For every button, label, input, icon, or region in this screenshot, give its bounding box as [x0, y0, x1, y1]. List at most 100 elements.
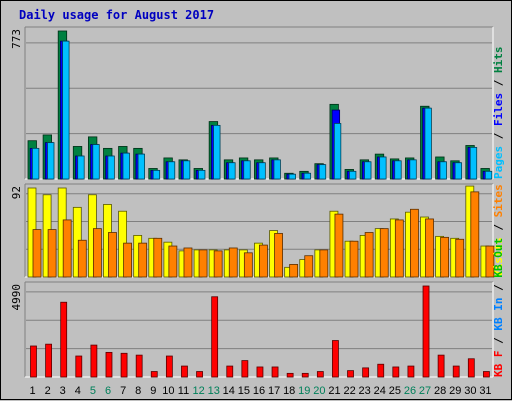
legend-entry-kb-f: KB F [492, 351, 505, 378]
x-tick-label-26: 26 [404, 385, 416, 397]
legend-separator: / [492, 217, 505, 237]
x-tick-label-18: 18 [283, 385, 295, 397]
x-tick-label-24: 24 [374, 385, 386, 397]
bar-sites-day-16 [259, 244, 268, 278]
x-tick-label-27: 27 [419, 385, 431, 397]
bar-pages-day-7 [122, 152, 130, 180]
bar-sites-day-31 [485, 245, 495, 278]
bar-pages-day-25 [394, 160, 402, 180]
bar-kb-f-day-7 [120, 352, 128, 378]
bar-pages-day-9 [152, 169, 161, 180]
x-tick-label-25: 25 [389, 385, 401, 397]
panel-1-max-label: 773 [10, 29, 23, 49]
bar-sites-day-22 [349, 240, 359, 278]
bar-pages-day-24 [379, 156, 387, 180]
legend-entry-kb-out: KB Out [492, 238, 505, 278]
bar-kb-f-day-22 [347, 370, 354, 378]
x-tick-label-14: 14 [223, 385, 235, 397]
bar-kb-f-day-17 [271, 366, 279, 378]
legend-entry-pages: Pages [492, 146, 505, 179]
bar-pages-day-14 [228, 162, 236, 180]
bar-sites-day-9 [153, 237, 163, 278]
bar-kb-f-day-21 [332, 340, 339, 378]
x-tick-label-10: 10 [162, 385, 174, 397]
bar-kb-f-day-27 [422, 285, 430, 378]
bar-pages-day-26 [409, 159, 417, 180]
bar-sites-day-28 [440, 236, 450, 278]
bar-sites-day-20 [319, 249, 329, 278]
bar-pages-day-15 [243, 160, 251, 180]
bar-kb-f-day-4 [75, 355, 83, 378]
bar-kb-f-day-13 [211, 296, 219, 378]
bar-kb-f-day-18 [286, 372, 294, 378]
bar-sites-day-30 [470, 191, 480, 278]
x-tick-label-7: 7 [120, 385, 126, 397]
legend-separator: / [492, 73, 505, 93]
legend-separator: / [492, 278, 505, 298]
legend-entry-hits: Hits [492, 47, 505, 74]
bar-sites-day-11 [183, 247, 193, 278]
bar-kb-f-day-8 [135, 354, 143, 378]
bar-pages-day-1 [31, 147, 40, 180]
bar-sites-day-4 [77, 239, 87, 278]
bar-pages-day-12 [198, 169, 206, 180]
bar-pages-day-6 [107, 155, 115, 180]
bar-pages-day-3 [62, 40, 70, 180]
bar-sites-day-21 [334, 213, 344, 278]
x-tick-label-17: 17 [268, 385, 280, 397]
bar-pages-day-5 [92, 144, 100, 180]
bar-kb-f-day-14 [226, 365, 234, 378]
x-tick-label-5: 5 [90, 385, 96, 397]
x-tick-label-4: 4 [75, 385, 81, 397]
panel-3-max-label: 4990 [10, 284, 23, 311]
bar-kb-f-day-15 [241, 360, 249, 378]
bar-kb-f-day-23 [362, 367, 370, 378]
bar-sites-day-8 [138, 242, 148, 278]
bar-kb-f-day-6 [105, 351, 113, 378]
bar-kb-f-day-19 [301, 372, 309, 378]
x-tick-label-15: 15 [238, 385, 250, 397]
bar-kb-f-day-9 [150, 371, 158, 378]
bar-pages-day-28 [439, 161, 447, 180]
legend-entry-kb-in: KB In [492, 298, 505, 331]
bar-kb-f-day-30 [467, 358, 475, 378]
bar-pages-day-2 [47, 142, 55, 180]
x-tick-label-19: 19 [298, 385, 310, 397]
bar-pages-day-16 [258, 162, 266, 180]
bar-kb-f-day-3 [60, 301, 68, 378]
bar-kb-f-day-24 [377, 363, 385, 378]
bar-sites-day-14 [228, 247, 238, 278]
bar-sites-day-29 [455, 238, 465, 278]
bar-kb-f-day-20 [316, 371, 324, 378]
legend-separator: / [492, 126, 505, 146]
bar-kb-f-day-1 [30, 345, 37, 378]
bar-pages-day-17 [273, 159, 281, 180]
chart-title: Daily usage for August 2017 [19, 8, 215, 22]
bar-sites-day-26 [410, 208, 419, 278]
bar-sites-day-15 [243, 252, 253, 278]
x-tick-label-2: 2 [45, 385, 51, 397]
x-tick-label-13: 13 [208, 385, 220, 397]
x-tick-label-30: 30 [464, 385, 476, 397]
bar-pages-day-27 [424, 107, 432, 180]
bar-pages-day-4 [77, 155, 85, 180]
bar-pages-day-22 [349, 170, 357, 180]
panel-3-background [25, 282, 493, 377]
bar-sites-day-1 [32, 229, 42, 278]
bar-pages-day-21 [333, 123, 342, 180]
bar-pages-day-8 [137, 153, 145, 180]
bar-kb-f-day-12 [196, 371, 203, 378]
bar-sites-day-12 [198, 249, 208, 278]
x-tick-label-23: 23 [359, 385, 371, 397]
panel-2-legend: Visits / Sites [492, 184, 505, 277]
legend-entry-visits: Visits [492, 237, 505, 277]
bar-sites-day-10 [168, 245, 178, 278]
x-tick-label-21: 21 [328, 385, 340, 397]
x-tick-label-20: 20 [313, 385, 325, 397]
x-tick-label-31: 31 [479, 385, 491, 397]
bar-pages-day-20 [318, 164, 327, 180]
bar-kb-f-day-11 [181, 365, 188, 378]
legend-entry-files: Files [492, 93, 505, 126]
x-tick-label-22: 22 [343, 385, 355, 397]
